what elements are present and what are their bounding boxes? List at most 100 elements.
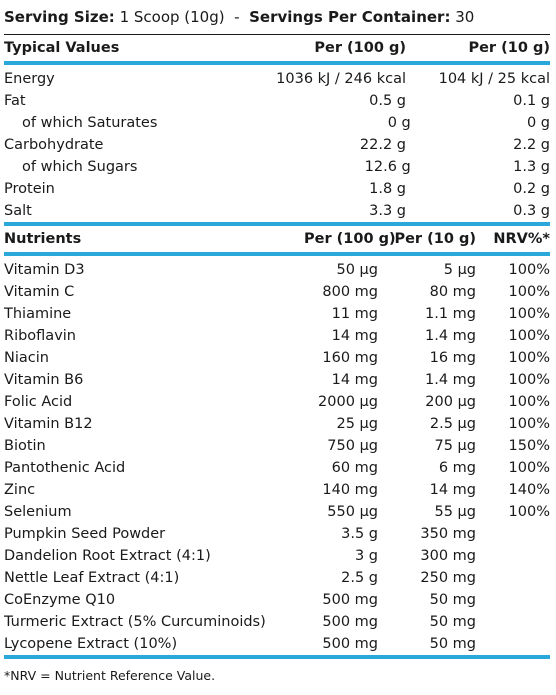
per100-value: 3.5 g: [341, 526, 378, 542]
table-row: Niacin 160 mg 16 mg 100%: [4, 347, 550, 369]
nrv-value: 150%: [508, 438, 550, 454]
per10-value: 2.5 μg: [429, 416, 476, 432]
per10-value: 55 μg: [434, 504, 477, 520]
per100-value: 0.5 g: [369, 93, 406, 109]
table-row: of which Sugars 12.6 g 1.3 g: [4, 156, 550, 178]
per100-value: 1036 kJ / 246 kcal: [276, 71, 406, 87]
nutrient-name: Folic Acid: [4, 394, 73, 410]
per100-value: 60 mg: [331, 460, 378, 476]
nutrient-name: Niacin: [4, 350, 49, 366]
footnote: *NRV = Nutrient Reference Value.: [4, 668, 216, 683]
serving-info: Serving Size: 1 Scoop (10g) - Servings P…: [4, 0, 550, 34]
nutrient-name: Lycopene Extract (10%): [4, 636, 178, 652]
table-row: Dandelion Root Extract (4:1) 3 g 300 mg: [4, 545, 550, 567]
table-row: Folic Acid 2000 μg 200 μg 100%: [4, 391, 550, 413]
nrv-value: [476, 567, 550, 589]
per10-value: 350 mg: [420, 526, 476, 542]
blue-divider: [4, 222, 550, 226]
nrv-value: 100%: [508, 262, 550, 278]
table-row: Pantothenic Acid 60 mg 6 mg 100%: [4, 457, 550, 479]
typical-values-heading: Typical Values: [4, 40, 120, 56]
typical-values-header: Typical Values Per (100 g) Per (10 g): [4, 35, 550, 61]
nutrients-nrv-heading: NRV%*: [493, 231, 550, 247]
nutrients-per10-heading: Per (10 g): [394, 231, 476, 247]
table-row: Nettle Leaf Extract (4:1) 2.5 g 250 mg: [4, 567, 550, 589]
nutrient-name: Salt: [4, 203, 32, 219]
per10-value: 6 mg: [438, 460, 476, 476]
per10-value: 14 mg: [429, 482, 476, 498]
nutrient-name: Carbohydrate: [4, 137, 104, 153]
table-row: Protein 1.8 g 0.2 g: [4, 178, 550, 200]
table-row: Vitamin B6 14 mg 1.4 mg 100%: [4, 369, 550, 391]
per100-value: 3.3 g: [369, 203, 406, 219]
per100-value: 50 μg: [336, 262, 379, 278]
typical-values-table: Energy 1036 kJ / 246 kcal 104 kJ / 25 kcal…: [4, 68, 550, 222]
per10-value: 1.4 mg: [425, 372, 476, 388]
nutrition-panel: Serving Size: 1 Scoop (10g) - Servings P…: [4, 0, 550, 659]
nutrient-name: Pumpkin Seed Powder: [4, 526, 166, 542]
table-row: Fat 0.5 g 0.1 g: [4, 90, 550, 112]
nrv-value: [476, 523, 550, 545]
table-row: Thiamine 11 mg 1.1 mg 100%: [4, 303, 550, 325]
per10-value: 50 mg: [429, 614, 476, 630]
table-row: Carbohydrate 22.2 g 2.2 g: [4, 134, 550, 156]
nutrient-name: of which Saturates: [22, 115, 158, 131]
per10-value: 2.2 g: [513, 137, 550, 153]
per100-value: 0 g: [387, 115, 411, 131]
per10-value: 104 kJ / 25 kcal: [438, 71, 550, 87]
per100-value: 11 mg: [331, 306, 378, 322]
table-row: Energy 1036 kJ / 246 kcal 104 kJ / 25 kcal: [4, 68, 550, 90]
nutrient-name: Zinc: [4, 482, 36, 498]
nutrient-name: Nettle Leaf Extract (4:1): [4, 570, 180, 586]
blue-divider: [4, 655, 550, 659]
per100-value: 25 μg: [336, 416, 379, 432]
table-row: Vitamin D3 50 μg 5 μg 100%: [4, 259, 550, 281]
per10-value: 0.2 g: [513, 181, 550, 197]
servings-per-container-label: Servings Per Container:: [249, 8, 451, 26]
per10-value: 1.3 g: [513, 159, 550, 175]
nutrient-name: Protein: [4, 181, 55, 197]
nrv-value: [476, 589, 550, 611]
per100-value: 2.5 g: [341, 570, 378, 586]
per100-value: 140 mg: [322, 482, 378, 498]
nutrient-name: Energy: [4, 71, 55, 87]
nutrient-name: Vitamin B6: [4, 372, 84, 388]
per10-value: 1.4 mg: [425, 328, 476, 344]
servings-per-container-value: 30: [455, 8, 475, 26]
divider: [4, 34, 550, 35]
per10-value: 16 mg: [429, 350, 476, 366]
nutrients-header: Nutrients Per (100 g) Per (10 g) NRV%*: [4, 226, 550, 252]
per10-value: 50 mg: [429, 592, 476, 608]
per100-value: 800 mg: [322, 284, 378, 300]
table-row: Lycopene Extract (10%) 500 mg 50 mg: [4, 633, 550, 655]
per10-value: 1.1 mg: [425, 306, 476, 322]
nrv-value: 100%: [508, 372, 550, 388]
per10-value: 80 mg: [429, 284, 476, 300]
per100-value: 750 μg: [327, 438, 378, 454]
per100-value: 1.8 g: [369, 181, 406, 197]
nutrients-heading: Nutrients: [4, 231, 82, 247]
nrv-value: 100%: [508, 284, 550, 300]
typical-per100-heading: Per (100 g): [314, 40, 406, 56]
per100-value: 160 mg: [322, 350, 378, 366]
table-row: of which Saturates 0 g 0 g: [4, 112, 550, 134]
table-row: Zinc 140 mg 14 mg 140%: [4, 479, 550, 501]
blue-divider: [4, 252, 550, 256]
per10-value: 0.1 g: [513, 93, 550, 109]
per10-value: 50 mg: [429, 636, 476, 652]
per10-value: 0.3 g: [513, 203, 550, 219]
per100-value: 500 mg: [322, 592, 378, 608]
nrv-value: 100%: [508, 328, 550, 344]
nrv-value: 140%: [508, 482, 550, 498]
table-row: Vitamin B12 25 μg 2.5 μg 100%: [4, 413, 550, 435]
nrv-value: 100%: [508, 460, 550, 476]
per100-value: 500 mg: [322, 636, 378, 652]
serving-size-value: 1 Scoop (10g): [119, 8, 225, 26]
nutrient-name: Vitamin B12: [4, 416, 93, 432]
nutrient-name: of which Sugars: [22, 159, 138, 175]
table-row: Vitamin C 800 mg 80 mg 100%: [4, 281, 550, 303]
serving-size-label: Serving Size:: [4, 8, 115, 26]
nutrient-name: Riboflavin: [4, 328, 76, 344]
per10-value: 200 μg: [425, 394, 476, 410]
nutrient-name: Pantothenic Acid: [4, 460, 126, 476]
